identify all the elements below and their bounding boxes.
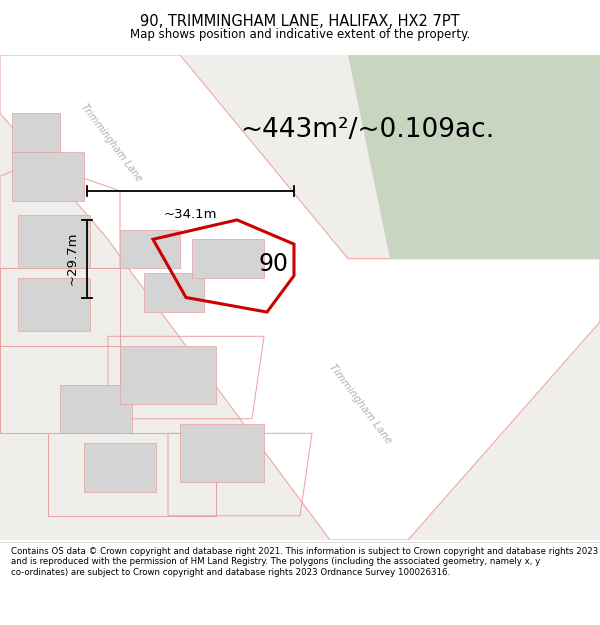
Polygon shape [12, 152, 84, 201]
Text: Contains OS data © Crown copyright and database right 2021. This information is : Contains OS data © Crown copyright and d… [11, 547, 598, 577]
Polygon shape [120, 229, 180, 268]
Text: Map shows position and indicative extent of the property.: Map shows position and indicative extent… [130, 28, 470, 41]
Text: 90, TRIMMINGHAM LANE, HALIFAX, HX2 7PT: 90, TRIMMINGHAM LANE, HALIFAX, HX2 7PT [140, 14, 460, 29]
Polygon shape [84, 443, 156, 491]
Text: Timmingham Lane: Timmingham Lane [327, 362, 393, 446]
Text: ~29.7m: ~29.7m [65, 232, 79, 286]
Text: ~34.1m: ~34.1m [164, 208, 217, 221]
Polygon shape [192, 239, 264, 278]
Polygon shape [120, 346, 216, 404]
Polygon shape [18, 215, 90, 268]
Polygon shape [144, 273, 204, 312]
Text: Trimmingham Lane: Trimmingham Lane [79, 102, 143, 183]
Text: 90: 90 [258, 251, 288, 276]
Polygon shape [0, 55, 600, 540]
Polygon shape [348, 55, 600, 259]
Polygon shape [60, 385, 132, 433]
Polygon shape [12, 113, 60, 152]
Polygon shape [18, 278, 90, 331]
Polygon shape [180, 424, 264, 482]
Text: ~443m²/~0.109ac.: ~443m²/~0.109ac. [240, 117, 494, 143]
